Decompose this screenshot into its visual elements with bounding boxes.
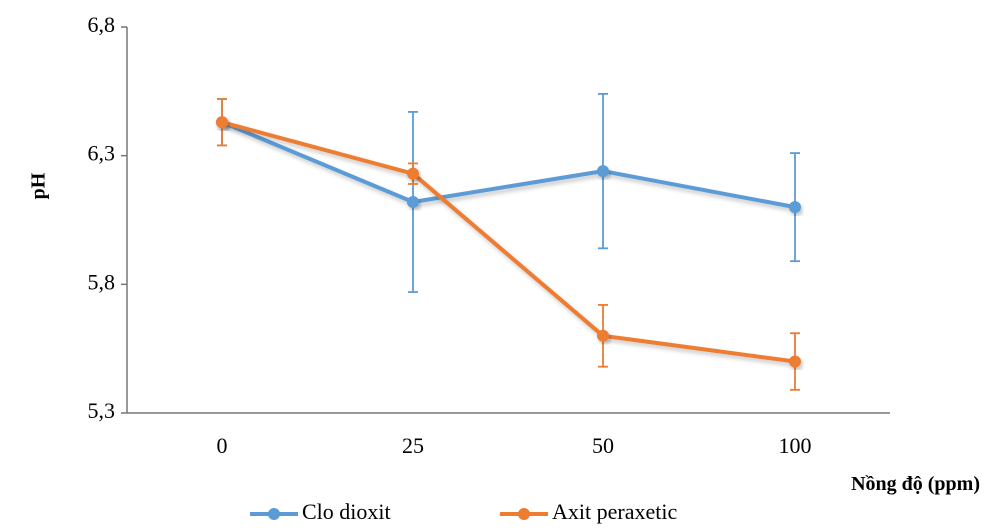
data-point xyxy=(216,116,228,129)
legend-label: Axit peraxetic xyxy=(552,499,677,524)
series-2 xyxy=(216,98,801,391)
y-axis-title: pH xyxy=(28,172,50,199)
legend-item: Clo dioxit xyxy=(250,499,391,524)
y-tick-label: 6,3 xyxy=(88,141,116,166)
x-tick-label: 25 xyxy=(402,433,424,458)
axes xyxy=(126,27,890,414)
series-layer xyxy=(216,93,801,391)
y-tick-label: 5,3 xyxy=(88,398,116,423)
data-point xyxy=(597,329,609,342)
series-line xyxy=(221,120,796,210)
legend-marker xyxy=(518,508,530,520)
x-tick-label: 0 xyxy=(217,433,228,458)
series-1 xyxy=(216,93,801,293)
data-point xyxy=(407,167,419,180)
x-axis-title: Nồng độ (ppm) xyxy=(851,473,980,495)
y-tick-label: 6,8 xyxy=(88,12,116,37)
x-ticks: 0 25 50 100 xyxy=(217,433,812,458)
data-point xyxy=(597,165,609,178)
x-tick-label: 100 xyxy=(779,433,812,458)
data-point xyxy=(789,201,801,214)
series-line xyxy=(221,120,796,364)
legend-item: Axit peraxetic xyxy=(500,499,677,524)
data-point xyxy=(407,195,419,208)
legend: Clo dioxit Axit peraxetic xyxy=(250,499,677,524)
data-point xyxy=(789,355,801,368)
y-tick-label: 5,8 xyxy=(88,269,116,294)
legend-label: Clo dioxit xyxy=(302,499,391,524)
y-ticks: 5,3 5,8 6,3 6,8 xyxy=(88,12,127,423)
x-tick-label: 50 xyxy=(592,433,614,458)
legend-marker xyxy=(268,508,280,520)
